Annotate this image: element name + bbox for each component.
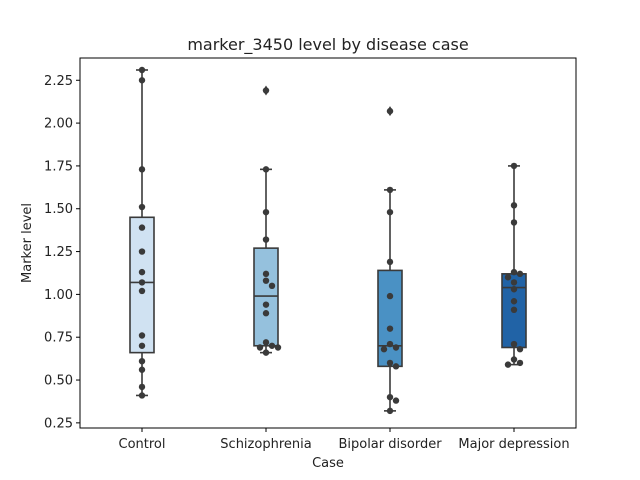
data-point — [510, 268, 518, 276]
data-point — [262, 208, 270, 216]
data-point — [138, 203, 146, 211]
x-tick-label: Control — [119, 437, 166, 452]
data-point — [262, 310, 270, 317]
data-point — [386, 107, 394, 115]
data-point — [138, 166, 146, 173]
x-axis: Control Schizophrenia Bipolar disorder Majo… — [119, 428, 570, 452]
data-point — [510, 279, 518, 286]
x-axis-label: Case — [312, 456, 344, 471]
data-point — [504, 274, 512, 281]
data-point — [138, 383, 146, 391]
box — [377, 269, 403, 368]
data-point — [268, 282, 276, 290]
data-point — [510, 356, 518, 363]
box-group-control — [129, 66, 155, 399]
data-point — [138, 248, 146, 255]
data-point — [386, 186, 394, 194]
data-point — [386, 359, 394, 367]
data-point — [262, 301, 270, 308]
data-point — [510, 298, 518, 305]
y-tick-label: 1.25 — [44, 245, 73, 260]
data-point — [510, 219, 518, 226]
chart-title: marker_3450 level by disease case — [187, 35, 468, 55]
data-point — [386, 393, 394, 401]
data-point — [138, 268, 146, 276]
axes-frame — [79, 57, 577, 429]
data-point — [516, 346, 524, 353]
y-tick-label: 0.75 — [44, 331, 73, 346]
data-point — [516, 359, 524, 367]
data-point — [138, 357, 146, 365]
data-point — [262, 166, 270, 173]
y-axis-label: Marker level — [20, 203, 35, 283]
y-tick-label: 0.50 — [44, 374, 73, 389]
data-point — [510, 286, 518, 293]
data-point — [386, 340, 394, 348]
data-point — [262, 277, 270, 284]
data-point — [386, 407, 394, 415]
data-point — [504, 361, 512, 368]
data-point — [510, 202, 518, 209]
data-point — [392, 363, 400, 370]
data-point — [516, 270, 524, 278]
data-point — [138, 77, 146, 84]
y-tick-label: 2.25 — [44, 74, 73, 89]
y-tick-label: 0.25 — [44, 416, 73, 431]
data-point — [262, 270, 270, 278]
data-point — [138, 392, 146, 399]
data-point — [274, 344, 282, 351]
y-tick-label: 1.75 — [44, 159, 73, 174]
y-tick-label: 2.00 — [44, 117, 73, 132]
box-group-schizophrenia — [253, 85, 282, 356]
data-point — [510, 306, 518, 314]
data-point — [138, 287, 146, 295]
data-point — [138, 366, 146, 373]
data-point — [386, 325, 394, 332]
data-point — [138, 66, 146, 74]
data-point — [262, 236, 270, 243]
y-tick-label: 1.50 — [44, 202, 73, 217]
data-point — [268, 342, 276, 349]
y-tick-label: 1.00 — [44, 288, 73, 303]
data-point — [262, 349, 270, 356]
box — [253, 247, 279, 347]
x-tick-label: Major depression — [458, 437, 569, 452]
data-point — [380, 346, 388, 353]
box-group-bipolar-disorder — [377, 106, 403, 415]
box-group-major-depression — [501, 162, 527, 368]
data-point — [392, 344, 400, 351]
data-point — [386, 208, 394, 216]
data-point — [256, 344, 264, 351]
data-point — [386, 292, 394, 300]
plot-area — [129, 66, 527, 415]
data-point — [392, 397, 400, 404]
data-point — [138, 332, 146, 339]
data-point — [386, 258, 394, 266]
data-point — [262, 87, 270, 94]
data-point — [138, 224, 146, 231]
data-point — [510, 340, 518, 348]
data-point — [262, 339, 270, 346]
y-axis: 0.25 0.50 0.75 1.00 1.25 1.50 1.75 2.00 2.25 — [44, 74, 80, 431]
data-point — [510, 162, 518, 170]
x-tick-label: Schizophrenia — [220, 437, 311, 452]
data-point — [138, 279, 146, 286]
data-point — [138, 342, 146, 349]
x-tick-label: Bipolar disorder — [338, 437, 442, 452]
